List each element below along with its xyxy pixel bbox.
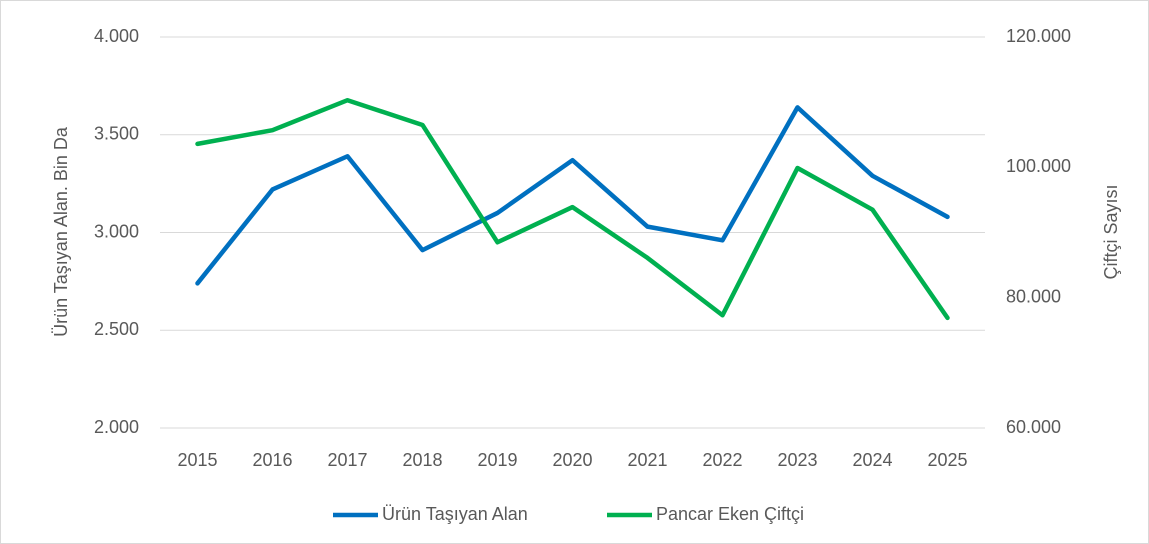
x-tick-label: 2017 — [327, 450, 367, 470]
data-line — [195, 105, 950, 286]
y2-tick-label: 80.000 — [1006, 286, 1061, 306]
x-tick-label: 2022 — [702, 450, 742, 470]
x-tick-label: 2015 — [177, 450, 217, 470]
y-tick-label: 2.500 — [94, 319, 139, 339]
y-axis-label: Ürün Taşıyan Alan. Bin Da — [51, 126, 71, 337]
y-tick-label: 3.500 — [94, 124, 139, 144]
legend-label: Pancar Eken Çiftçi — [656, 504, 804, 524]
x-tick-label: 2025 — [927, 450, 967, 470]
y2-tick-label: 60.000 — [1006, 417, 1061, 437]
x-tick-label: 2020 — [552, 450, 592, 470]
y2-tick-label: 100.000 — [1006, 156, 1071, 176]
x-tick-label: 2024 — [852, 450, 892, 470]
y-tick-label: 3.000 — [94, 221, 139, 241]
x-tick-label: 2016 — [252, 450, 292, 470]
x-tick-label: 2018 — [402, 450, 442, 470]
y-tick-label: 2.000 — [94, 417, 139, 437]
x-tick-label: 2019 — [477, 450, 517, 470]
y2-axis-label: Çiftçi Sayısı — [1101, 184, 1121, 279]
y-tick-label: 4.000 — [94, 26, 139, 46]
y2-tick-label: 120.000 — [1006, 26, 1071, 46]
legend-label: Ürün Taşıyan Alan — [382, 504, 528, 524]
x-tick-label: 2021 — [627, 450, 667, 470]
x-tick-label: 2023 — [777, 450, 817, 470]
data-line — [195, 97, 950, 321]
